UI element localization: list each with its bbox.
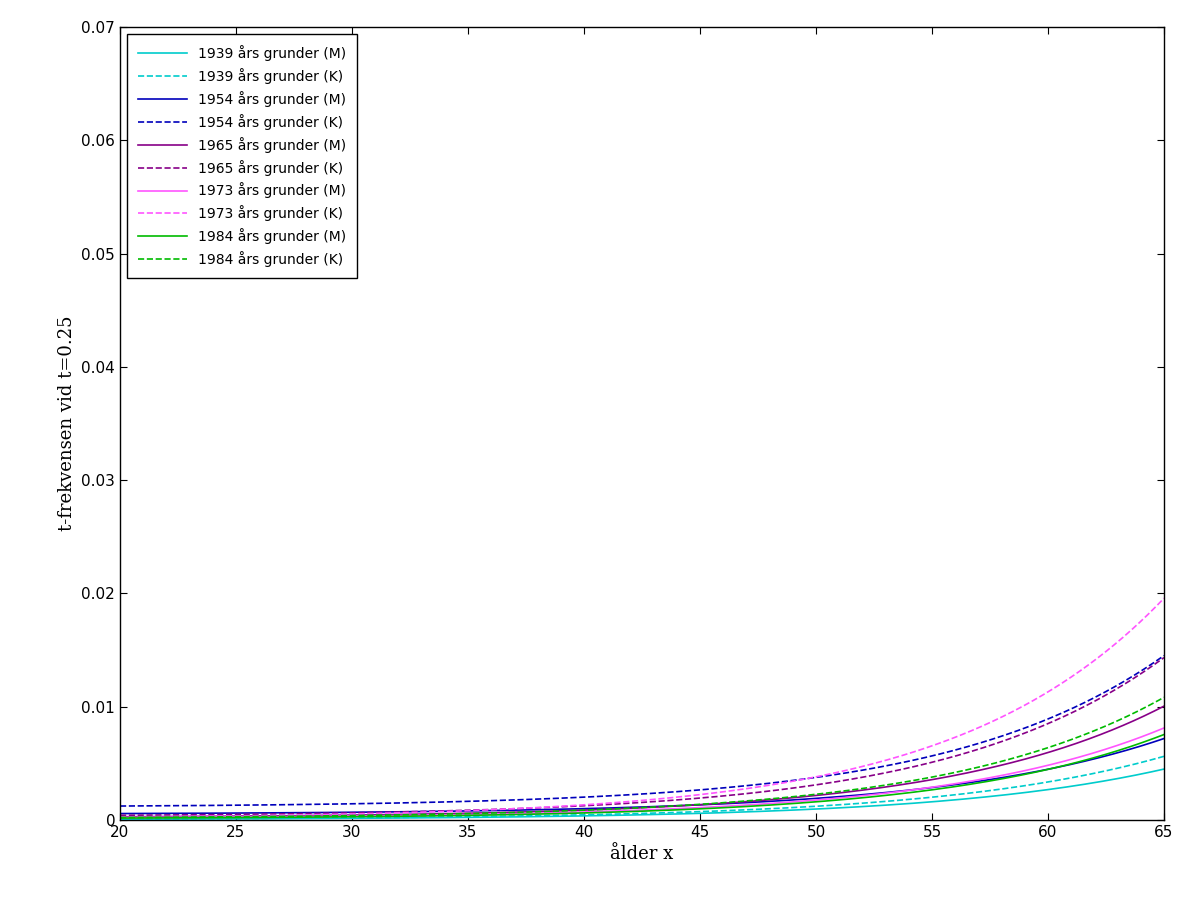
1973 års grunder (K) bbox=[220, 811, 234, 822]
1965 års grunder (M) bbox=[829, 787, 844, 798]
Line: 1965 års grunder (K): 1965 års grunder (K) bbox=[120, 658, 1164, 815]
1965 års grunder (M) bbox=[1157, 701, 1171, 712]
1954 års grunder (M) bbox=[829, 791, 844, 802]
1954 års grunder (K) bbox=[946, 745, 960, 756]
1939 års grunder (K) bbox=[113, 814, 127, 824]
1965 års grunder (M) bbox=[113, 812, 127, 823]
1973 års grunder (K) bbox=[113, 812, 127, 823]
1954 års grunder (K) bbox=[1157, 651, 1171, 661]
1965 års grunder (K) bbox=[572, 801, 587, 812]
1954 års grunder (M) bbox=[113, 808, 127, 819]
1965 års grunder (K) bbox=[113, 810, 127, 821]
1984 års grunder (M) bbox=[946, 781, 960, 792]
1965 års grunder (K) bbox=[535, 802, 550, 813]
1939 års grunder (K) bbox=[220, 813, 234, 824]
1939 års grunder (M) bbox=[829, 803, 844, 814]
1965 års grunder (M) bbox=[220, 811, 234, 822]
1984 års grunder (M) bbox=[1157, 729, 1171, 740]
1973 års grunder (M) bbox=[113, 812, 127, 823]
1954 års grunder (M) bbox=[1157, 733, 1171, 744]
1939 års grunder (K) bbox=[946, 789, 960, 800]
Line: 1939 års grunder (M): 1939 års grunder (M) bbox=[120, 769, 1164, 819]
1973 års grunder (M) bbox=[946, 778, 960, 789]
1973 års grunder (K) bbox=[572, 800, 587, 811]
Line: 1973 års grunder (K): 1973 års grunder (K) bbox=[120, 598, 1164, 817]
1984 års grunder (M) bbox=[829, 795, 844, 805]
1965 års grunder (M) bbox=[946, 770, 960, 781]
Line: 1954 års grunder (K): 1954 års grunder (K) bbox=[120, 656, 1164, 806]
1984 års grunder (K) bbox=[220, 812, 234, 823]
1973 års grunder (K) bbox=[946, 733, 960, 743]
1939 års grunder (K) bbox=[926, 792, 941, 803]
1973 års grunder (K) bbox=[926, 740, 941, 751]
1954 års grunder (M) bbox=[572, 804, 587, 815]
1965 års grunder (M) bbox=[572, 805, 587, 815]
1973 års grunder (K) bbox=[829, 767, 844, 778]
1984 års grunder (K) bbox=[535, 806, 550, 817]
1939 års grunder (M) bbox=[113, 814, 127, 824]
1973 års grunder (M) bbox=[829, 793, 844, 804]
Y-axis label: t-frekvensen vid t=0.25: t-frekvensen vid t=0.25 bbox=[58, 315, 76, 532]
1984 års grunder (K) bbox=[1157, 692, 1171, 703]
Line: 1984 års grunder (M): 1984 års grunder (M) bbox=[120, 734, 1164, 818]
1984 års grunder (M) bbox=[535, 808, 550, 819]
1973 års grunder (M) bbox=[572, 806, 587, 817]
1954 års grunder (K) bbox=[220, 800, 234, 811]
1954 års grunder (K) bbox=[535, 794, 550, 805]
X-axis label: ålder x: ålder x bbox=[611, 845, 673, 863]
Line: 1954 års grunder (M): 1954 års grunder (M) bbox=[120, 739, 1164, 814]
1965 års grunder (K) bbox=[946, 751, 960, 762]
1954 års grunder (M) bbox=[946, 779, 960, 790]
1965 års grunder (M) bbox=[926, 774, 941, 785]
1973 års grunder (K) bbox=[1157, 593, 1171, 604]
1954 års grunder (M) bbox=[926, 782, 941, 793]
1939 års grunder (K) bbox=[829, 799, 844, 810]
1984 års grunder (M) bbox=[220, 813, 234, 824]
1965 års grunder (K) bbox=[220, 809, 234, 820]
1954 års grunder (K) bbox=[113, 801, 127, 812]
1939 års grunder (M) bbox=[220, 814, 234, 824]
Line: 1973 års grunder (M): 1973 års grunder (M) bbox=[120, 728, 1164, 817]
1939 års grunder (K) bbox=[572, 809, 587, 820]
1973 års grunder (M) bbox=[1157, 723, 1171, 733]
1984 års grunder (M) bbox=[113, 813, 127, 824]
1965 års grunder (K) bbox=[829, 777, 844, 787]
1954 års grunder (K) bbox=[572, 792, 587, 803]
1984 års grunder (M) bbox=[926, 784, 941, 795]
1939 års grunder (M) bbox=[946, 795, 960, 805]
1973 års grunder (M) bbox=[926, 781, 941, 792]
Line: 1965 års grunder (M): 1965 års grunder (M) bbox=[120, 706, 1164, 817]
1939 års grunder (M) bbox=[926, 796, 941, 807]
1939 års grunder (M) bbox=[572, 811, 587, 822]
1965 års grunder (K) bbox=[926, 756, 941, 767]
Line: 1939 års grunder (K): 1939 års grunder (K) bbox=[120, 756, 1164, 819]
1984 års grunder (M) bbox=[572, 807, 587, 818]
1973 års grunder (M) bbox=[220, 812, 234, 823]
1954 års grunder (M) bbox=[220, 807, 234, 818]
1939 års grunder (M) bbox=[535, 811, 550, 822]
1984 års grunder (K) bbox=[113, 812, 127, 823]
1965 års grunder (K) bbox=[1157, 652, 1171, 663]
1984 års grunder (K) bbox=[926, 771, 941, 782]
1984 års grunder (K) bbox=[946, 768, 960, 778]
1954 års grunder (K) bbox=[829, 769, 844, 779]
1939 års grunder (M) bbox=[1157, 764, 1171, 775]
1984 års grunder (K) bbox=[572, 805, 587, 815]
1954 års grunder (M) bbox=[535, 805, 550, 815]
Line: 1984 års grunder (K): 1984 års grunder (K) bbox=[120, 697, 1164, 817]
1965 års grunder (M) bbox=[535, 806, 550, 817]
1984 års grunder (K) bbox=[829, 787, 844, 797]
1973 års grunder (M) bbox=[535, 807, 550, 818]
1939 års grunder (K) bbox=[535, 810, 550, 821]
1973 års grunder (K) bbox=[535, 802, 550, 813]
1939 års grunder (K) bbox=[1157, 751, 1171, 761]
1954 års grunder (K) bbox=[926, 750, 941, 760]
Legend: 1939 års grunder (M), 1939 års grunder (K), 1954 års grunder (M), 1954 års grund: 1939 års grunder (M), 1939 års grunder (… bbox=[127, 34, 358, 278]
